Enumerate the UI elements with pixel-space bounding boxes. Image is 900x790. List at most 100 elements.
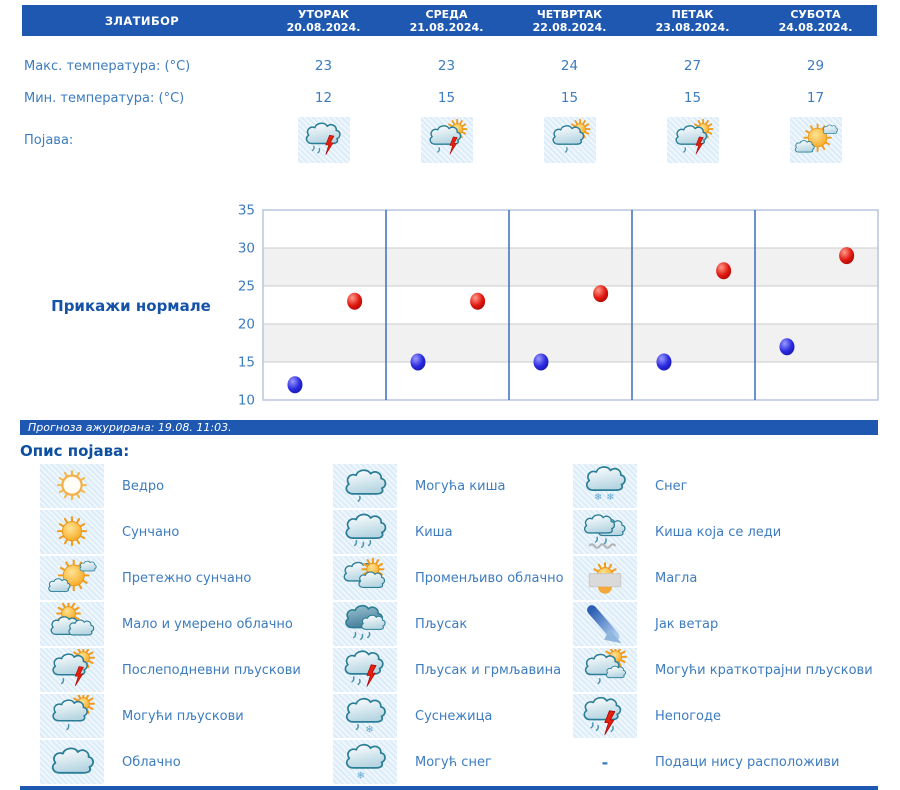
legend-label: Послеподневни пљускови: [122, 662, 301, 678]
day-name: СУБОТА: [790, 7, 841, 21]
possible-snow-icon: ❄: [333, 740, 397, 784]
partly-cloudy-icon: [40, 602, 104, 646]
min-temp-value: 17: [806, 90, 825, 106]
phenomena-row: Појава:: [22, 114, 877, 166]
possible-rain-icon: [333, 464, 397, 508]
station-name: ЗЛАТИБОР: [104, 13, 180, 28]
legend-label: Јак ветар: [655, 616, 719, 632]
svg-text:❄: ❄: [365, 725, 373, 736]
max-temp-value: 23: [314, 58, 333, 74]
day-header: УТОРАК 20.08.2024.: [262, 8, 385, 34]
possible-showers-sun-icon: [40, 694, 104, 738]
legend-label: Киша: [415, 524, 453, 540]
day-date: 22.08.2024.: [532, 20, 607, 34]
legend-item: Непогоде: [573, 693, 900, 739]
legend-label: Пљусак и грмљавина: [415, 662, 562, 678]
legend-item: Послеподневни пљускови: [40, 647, 333, 693]
legend-label: Могућ снег: [415, 754, 492, 770]
day-name: СРЕДА: [425, 7, 468, 21]
day-name: УТОРАК: [298, 7, 349, 21]
no-data-dash: -: [601, 752, 609, 772]
legend-item: - Подаци нису расположиви: [573, 739, 900, 785]
phenomenon-cell: [508, 117, 631, 163]
min-temp-value: 15: [683, 90, 702, 106]
max-temp-value: 24: [560, 58, 579, 74]
legend-label: Ведро: [122, 478, 165, 494]
min-temp-value: 15: [560, 90, 579, 106]
brief-showers-sun-icon: [573, 648, 637, 692]
legend-label: Магла: [655, 570, 698, 586]
day-header: СУБОТА 24.08.2024.: [754, 8, 877, 34]
legend-label: Могући пљускови: [122, 708, 244, 724]
heavy-shower-icon: [333, 602, 397, 646]
day-name: ПЕТАК: [671, 7, 714, 21]
storms-icon: [573, 694, 637, 738]
legend-label: Пљусак: [415, 616, 468, 632]
mostly-sunny-icon: [789, 117, 842, 163]
sunny-icon: [40, 510, 104, 554]
phenomenon-cell: [385, 117, 508, 163]
phenomenon-cell: [754, 117, 877, 163]
sleet-icon: ❄: [333, 694, 397, 738]
legend-item: Јак ветар: [573, 601, 900, 647]
shower-thunder-icon: [297, 117, 350, 163]
svg-text:35: 35: [238, 203, 255, 219]
legend-item: Променљиво облачно: [333, 555, 573, 601]
svg-text:25: 25: [238, 279, 255, 295]
legend-label: Снег: [655, 478, 688, 494]
forecast-header-row: ЗЛАТИБОР УТОРАК 20.08.2024. СРЕДА 21.08.202…: [22, 5, 877, 36]
min-temp-value: 12: [314, 90, 333, 106]
legend-item: ❄ Могућ снег: [333, 739, 573, 785]
day-date: 24.08.2024.: [778, 20, 853, 34]
svg-text:30: 30: [238, 241, 255, 257]
day-date: 23.08.2024.: [655, 20, 730, 34]
phenomenon-cell: [631, 117, 754, 163]
strong-wind-icon: [573, 602, 637, 646]
phenomenon-cell: [262, 117, 385, 163]
max-temp-label: Макс. температура: (°C): [24, 58, 191, 74]
legend-label: Претежно сунчано: [122, 570, 252, 586]
day-date: 20.08.2024.: [286, 20, 361, 34]
day-date: 21.08.2024.: [409, 20, 484, 34]
legend-label: Могући краткотрајни пљускови: [655, 662, 873, 678]
legend-item: Претежно сунчано: [40, 555, 333, 601]
max-temp-value: 23: [437, 58, 456, 74]
afternoon-showers-icon: [420, 117, 473, 163]
footer-bar: [20, 786, 878, 790]
day-header: ПЕТАК 23.08.2024.: [631, 8, 754, 34]
afternoon-showers-icon: [40, 648, 104, 692]
rain-icon: [333, 510, 397, 554]
legend-label: Сунчано: [122, 524, 180, 540]
legend-grid: Ведро Сунчано Претежно сунчано Мало и ум…: [40, 463, 900, 785]
mostly-sunny-icon: [40, 556, 104, 600]
afternoon-showers-icon: [666, 117, 719, 163]
legend-item: Киша која се леди: [573, 509, 900, 555]
legend-label: Непогоде: [655, 708, 721, 724]
shower-thunder-icon: [333, 648, 397, 692]
legend-item: Пљусак и грмљавина: [333, 647, 573, 693]
legend-label: Киша која се леди: [655, 524, 782, 540]
legend-label: Суснежица: [415, 708, 493, 724]
show-normals-link[interactable]: Прикажи нормале: [51, 297, 211, 315]
min-temp-label: Мин. температура: (°C): [24, 90, 185, 106]
legend-item: Мало и умерено облачно: [40, 601, 333, 647]
svg-text:❄: ❄: [606, 492, 614, 503]
clear-icon: [40, 464, 104, 508]
legend-title: Опис појава:: [20, 442, 130, 460]
svg-text:❄: ❄: [594, 492, 602, 503]
legend-item: Магла: [573, 555, 900, 601]
legend-item: Сунчано: [40, 509, 333, 555]
max-temp-row: Макс. температура: (°C) 23 23 24 27 29: [22, 52, 877, 80]
phenomena-label: Појава:: [24, 132, 74, 148]
svg-text:20: 20: [238, 317, 255, 333]
variable-clouds-icon: [333, 556, 397, 600]
forecast-updated-status: Прогноза ажурирана: 19.08. 11:03.: [20, 420, 878, 435]
max-temp-value: 27: [683, 58, 702, 74]
day-header: СРЕДА 21.08.2024.: [385, 8, 508, 34]
svg-text:15: 15: [238, 355, 255, 371]
legend-label: Облачно: [122, 754, 181, 770]
legend-item: Ведро: [40, 463, 333, 509]
legend-item: Могућа киша: [333, 463, 573, 509]
legend-item: Могући краткотрајни пљускови: [573, 647, 900, 693]
